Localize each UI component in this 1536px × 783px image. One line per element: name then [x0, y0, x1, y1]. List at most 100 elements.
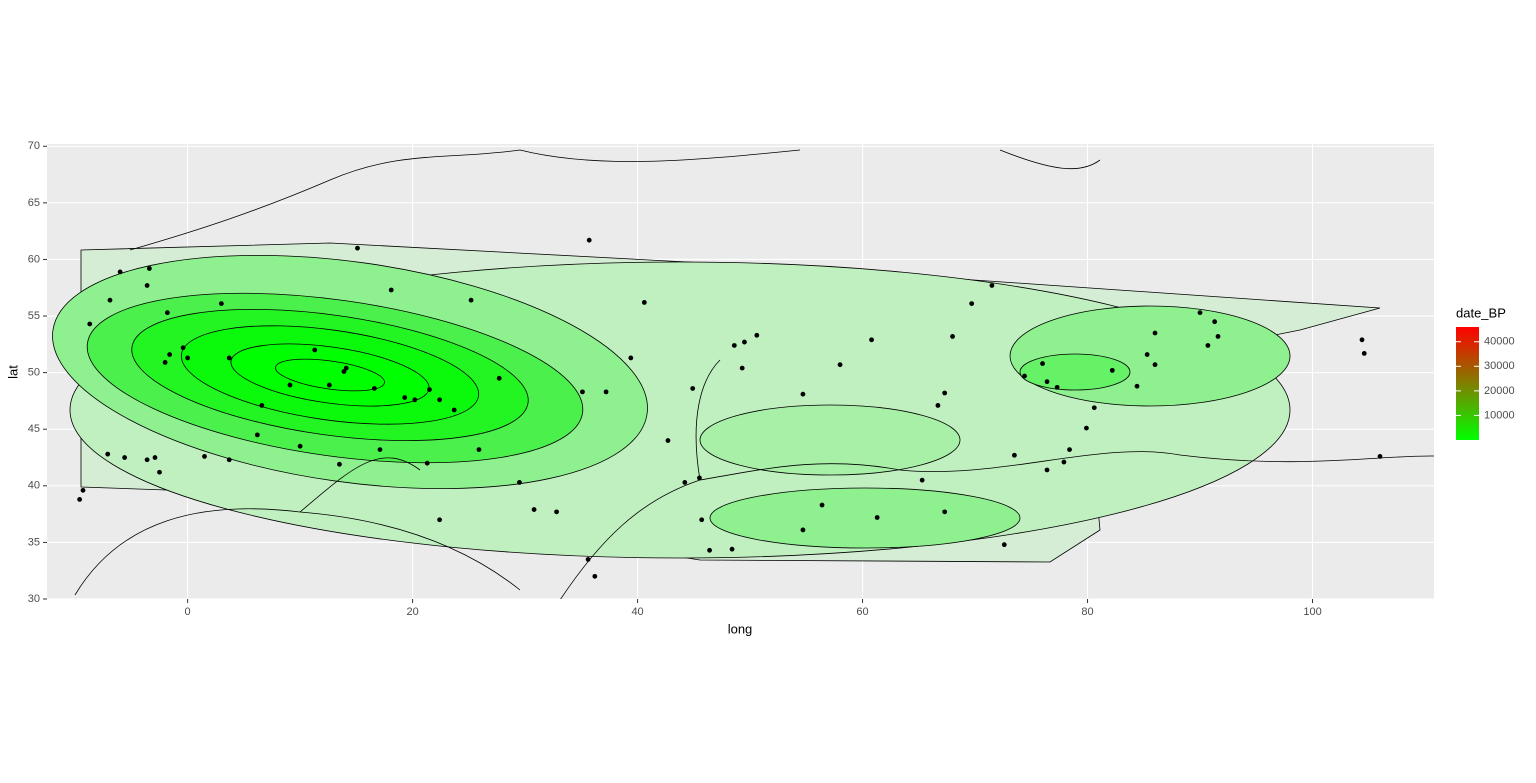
- point: [355, 245, 360, 251]
- x-tick-label: 0: [185, 606, 191, 618]
- x-axis-title: long: [728, 621, 753, 636]
- point: [1067, 447, 1072, 452]
- x-tick-label: 60: [856, 606, 868, 618]
- y-tick-label: 60: [28, 253, 40, 265]
- point: [144, 283, 150, 288]
- y-axis-title: lat: [5, 365, 20, 379]
- point: [377, 447, 383, 452]
- x-tick-label: 20: [406, 606, 418, 618]
- y-tick-label: 45: [28, 423, 40, 435]
- point: [1061, 459, 1067, 465]
- point: [371, 386, 377, 391]
- point: [254, 432, 260, 438]
- point: [326, 382, 332, 388]
- y-tick-label: 30: [28, 593, 40, 605]
- point: [87, 321, 93, 327]
- points: [77, 237, 1383, 579]
- point: [942, 509, 948, 515]
- point: [690, 386, 696, 391]
- point: [144, 457, 150, 463]
- point: [152, 455, 158, 460]
- point: [185, 355, 191, 361]
- point: [950, 334, 955, 339]
- point: [707, 547, 712, 553]
- point: [341, 369, 347, 374]
- point: [337, 461, 342, 467]
- point: [1359, 337, 1365, 343]
- point: [585, 556, 591, 562]
- colorbar-tick-label: 20000: [1484, 385, 1515, 397]
- point: [731, 343, 737, 348]
- point: [1054, 384, 1060, 390]
- point: [476, 447, 482, 452]
- point: [437, 517, 442, 523]
- point: [592, 573, 598, 579]
- y-tick-label: 35: [28, 536, 40, 548]
- contour-band: [709, 487, 1021, 549]
- point: [80, 487, 86, 493]
- x-tick-label: 100: [1303, 606, 1321, 618]
- point: [164, 310, 170, 316]
- point: [697, 475, 702, 481]
- point: [162, 360, 168, 365]
- point: [742, 339, 747, 345]
- point: [800, 527, 806, 533]
- x-tick-label: 40: [631, 606, 643, 618]
- point: [665, 438, 671, 443]
- point: [1205, 343, 1211, 348]
- point: [1215, 334, 1221, 339]
- point: [554, 509, 559, 515]
- point: [531, 507, 537, 512]
- density-contours: [52, 149, 1434, 599]
- point: [819, 502, 825, 508]
- point: [874, 515, 880, 520]
- point: [739, 365, 745, 371]
- point: [1144, 352, 1150, 357]
- point: [580, 389, 585, 395]
- point: [451, 407, 457, 413]
- point: [259, 403, 265, 408]
- point: [496, 375, 502, 381]
- point: [202, 453, 207, 459]
- contour-band: [275, 358, 385, 392]
- point: [468, 297, 474, 303]
- point: [586, 237, 592, 243]
- point: [1377, 453, 1383, 459]
- point: [77, 496, 83, 502]
- point: [107, 297, 113, 303]
- point: [919, 477, 925, 483]
- y-tick-label: 65: [28, 197, 40, 209]
- point: [287, 382, 293, 388]
- point: [837, 362, 843, 368]
- point: [297, 443, 303, 449]
- colorbar-tick-label: 40000: [1484, 336, 1515, 348]
- point: [226, 457, 232, 463]
- point: [226, 355, 232, 361]
- point: [180, 345, 186, 351]
- point: [1134, 383, 1140, 389]
- colorbar-tick-label: 10000: [1484, 409, 1515, 421]
- point: [343, 365, 349, 371]
- point: [754, 332, 760, 338]
- point: [402, 395, 408, 400]
- point: [412, 397, 418, 403]
- point: [603, 389, 609, 395]
- point: [1212, 319, 1218, 325]
- point: [989, 283, 995, 288]
- point: [641, 300, 647, 305]
- legend-title: date_BP: [1456, 305, 1506, 320]
- point: [1152, 330, 1158, 336]
- point: [218, 301, 224, 306]
- y-tick-label: 70: [28, 140, 40, 152]
- point: [1022, 373, 1027, 379]
- point: [682, 480, 688, 485]
- point: [969, 301, 975, 306]
- point: [1001, 542, 1007, 548]
- point: [800, 391, 806, 397]
- point: [1044, 467, 1050, 473]
- point: [935, 403, 941, 408]
- colorbar-tick-label: 30000: [1484, 360, 1515, 372]
- y-tick-label: 40: [28, 480, 40, 492]
- point: [1091, 405, 1097, 411]
